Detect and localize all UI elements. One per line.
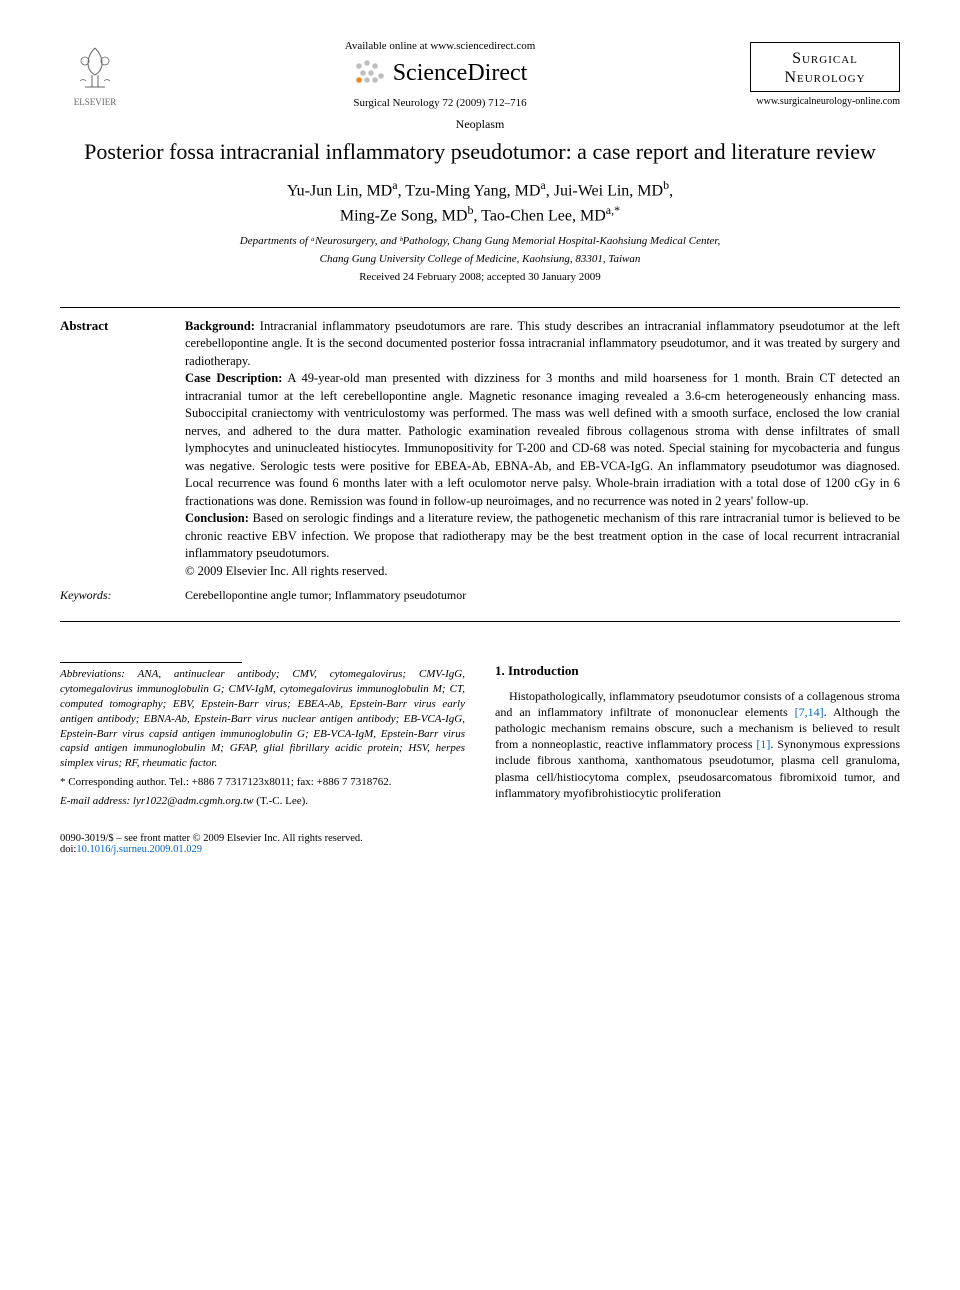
lower-columns: Abbreviations: ANA, antinuclear antibody… xyxy=(60,662,900,809)
doi-link[interactable]: 10.1016/j.surneu.2009.01.029 xyxy=(76,844,202,855)
affiliation-line1: Departments of ᵃNeurosurgery, and ᵇPatho… xyxy=(60,234,900,248)
divider-top xyxy=(60,307,900,308)
article-title: Posterior fossa intracranial inflammator… xyxy=(60,138,900,167)
elsevier-logo: ELSEVIER xyxy=(60,43,130,107)
citation-1[interactable]: [7,14] xyxy=(795,705,824,719)
sciencedirect-logo: ScienceDirect xyxy=(353,58,528,88)
abstract-body: Background: Intracranial inflammatory ps… xyxy=(185,318,900,581)
case-head: Case Description: xyxy=(185,371,282,385)
journal-name-line2: Neurology xyxy=(761,68,889,87)
section-label: Neoplasm xyxy=(60,117,900,132)
keywords-text: Cerebellopontine angle tumor; Inflammato… xyxy=(185,588,900,603)
abbrev-text: ANA, antinuclear antibody; CMV, cytomega… xyxy=(60,668,465,769)
abstract-label: Abstract xyxy=(60,318,155,581)
sd-dots-icon xyxy=(353,58,387,88)
footnote-rule xyxy=(60,662,242,663)
article-dates: Received 24 February 2008; accepted 30 J… xyxy=(60,271,900,283)
corresponding-author: * Corresponding author. Tel.: +886 7 731… xyxy=(60,775,465,790)
email-name: (T.-C. Lee). xyxy=(256,795,308,807)
intro-heading: 1. Introduction xyxy=(495,662,900,680)
email-line: E-mail address: lyr1022@adm.cgmh.org.tw … xyxy=(60,794,465,809)
intro-body: Histopathologically, inflammatory pseudo… xyxy=(495,688,900,801)
right-column: 1. Introduction Histopathologically, inf… xyxy=(495,662,900,809)
affiliation-line2: Chang Gung University College of Medicin… xyxy=(60,252,900,266)
citation-2[interactable]: [1] xyxy=(756,737,770,751)
keywords-row: Keywords: Cerebellopontine angle tumor; … xyxy=(60,588,900,603)
conclusion-text: Based on serologic findings and a litera… xyxy=(185,511,900,560)
sciencedirect-block: Available online at www.sciencedirect.co… xyxy=(130,40,750,109)
journal-box: Surgical Neurology xyxy=(750,42,900,92)
doi-label: doi: xyxy=(60,844,76,855)
abstract-copyright: © 2009 Elsevier Inc. All rights reserved… xyxy=(185,564,388,578)
footer-copyright: 0090-3019/$ – see front matter © 2009 El… xyxy=(60,833,363,844)
keywords-label: Keywords: xyxy=(60,588,155,603)
footer-left: 0090-3019/$ – see front matter © 2009 El… xyxy=(60,833,363,855)
available-online-text: Available online at www.sciencedirect.co… xyxy=(130,40,750,52)
elsevier-label: ELSEVIER xyxy=(60,97,130,107)
background-head: Background: xyxy=(185,319,255,333)
background-text: Intracranial inflammatory pseudotumors a… xyxy=(185,319,900,368)
abbrev-label: Abbreviations: xyxy=(60,668,125,680)
journal-box-wrapper: Surgical Neurology www.surgicalneurology… xyxy=(750,42,900,107)
journal-name-line1: Surgical xyxy=(761,49,889,68)
abbreviations-block: Abbreviations: ANA, antinuclear antibody… xyxy=(60,667,465,771)
email-label: E-mail address: xyxy=(60,795,130,807)
email-address[interactable]: lyr1022@adm.cgmh.org.tw xyxy=(130,795,256,807)
left-column: Abbreviations: ANA, antinuclear antibody… xyxy=(60,662,465,809)
journal-url: www.surgicalneurology-online.com xyxy=(750,96,900,107)
elsevier-tree-icon xyxy=(70,43,120,93)
divider-bottom xyxy=(60,621,900,622)
authors: Yu-Jun Lin, MDa, Tzu-Ming Yang, MDa, Jui… xyxy=(60,177,900,228)
conclusion-head: Conclusion: xyxy=(185,511,249,525)
header-row: ELSEVIER Available online at www.science… xyxy=(60,40,900,109)
sciencedirect-text: ScienceDirect xyxy=(393,60,528,87)
journal-reference: Surgical Neurology 72 (2009) 712–716 xyxy=(130,97,750,109)
abstract-block: Abstract Background: Intracranial inflam… xyxy=(60,318,900,581)
case-text: A 49-year-old man presented with dizzine… xyxy=(185,371,900,508)
footer-doi-line: doi:10.1016/j.surneu.2009.01.029 xyxy=(60,844,363,855)
page-footer: 0090-3019/$ – see front matter © 2009 El… xyxy=(60,827,900,855)
